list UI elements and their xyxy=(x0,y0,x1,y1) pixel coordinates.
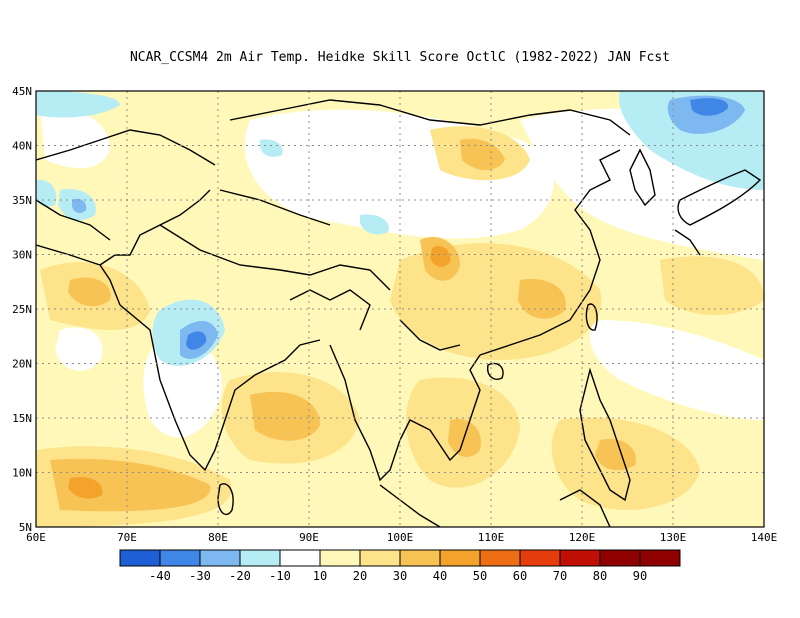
colorbar-swatch xyxy=(399,549,441,567)
lat-label: 40N xyxy=(12,140,32,153)
colorbar-label: -40 xyxy=(149,569,171,583)
lon-axis: 60E 70E 80E 90E 100E 110E 120E 130E 140E xyxy=(26,531,777,544)
colorbar-swatch xyxy=(119,549,161,567)
lat-label: 25N xyxy=(12,303,32,316)
colorbar-label: 20 xyxy=(353,569,367,583)
lon-label: 110E xyxy=(478,531,505,544)
colorbar-label: -10 xyxy=(269,569,291,583)
colorbar-swatch xyxy=(239,549,281,567)
colorbar-swatch xyxy=(519,549,561,567)
colorbar-swatch xyxy=(479,549,521,567)
colorbar-label: 40 xyxy=(433,569,447,583)
colorbar-swatch xyxy=(439,549,481,567)
colorbar-swatch xyxy=(199,549,241,567)
lat-label: 5N xyxy=(19,521,32,534)
map-frame xyxy=(35,90,765,528)
colorbar-swatch xyxy=(359,549,401,567)
colorbar-swatch xyxy=(639,549,681,567)
colorbar-label: 90 xyxy=(633,569,647,583)
lon-label: 130E xyxy=(660,531,687,544)
colorbar-label: 50 xyxy=(473,569,487,583)
lon-label: 90E xyxy=(299,531,319,544)
colorbar-label: -20 xyxy=(229,569,251,583)
colorbar-label: 80 xyxy=(593,569,607,583)
colorbar-label: 60 xyxy=(513,569,527,583)
colorbar-label: -30 xyxy=(189,569,211,583)
colorbar-labels: -40 -30 -20 -10 10 20 30 40 50 60 70 80 … xyxy=(149,569,647,583)
lon-label: 140E xyxy=(751,531,778,544)
lat-label: 15N xyxy=(12,412,32,425)
lon-label: 80E xyxy=(208,531,228,544)
colorbar-swatch xyxy=(559,549,601,567)
colorbar-swatch xyxy=(159,549,201,567)
lat-label: 45N xyxy=(12,85,32,98)
colorbar-label: 70 xyxy=(553,569,567,583)
lat-label: 35N xyxy=(12,194,32,207)
colorbar-swatch xyxy=(279,549,321,567)
lat-label: 20N xyxy=(12,358,32,371)
lon-label: 120E xyxy=(569,531,596,544)
colorbar-label: 10 xyxy=(313,569,327,583)
lon-label: 70E xyxy=(117,531,137,544)
colorbar xyxy=(119,549,681,567)
coastlines xyxy=(36,99,762,527)
grid-lines xyxy=(36,91,764,527)
lat-label: 30N xyxy=(12,249,32,262)
lon-label: 60E xyxy=(26,531,46,544)
lat-label: 10N xyxy=(12,467,32,480)
colorbar-swatch xyxy=(599,549,641,567)
colorbar-label: 30 xyxy=(393,569,407,583)
colorbar-swatch xyxy=(319,549,361,567)
chart-title: NCAR_CCSM4 2m Air Temp. Heidke Skill Sco… xyxy=(129,50,671,65)
lat-axis: 45N 40N 35N 30N 25N 20N 15N 10N 5N xyxy=(12,85,32,534)
lon-label: 100E xyxy=(387,531,414,544)
